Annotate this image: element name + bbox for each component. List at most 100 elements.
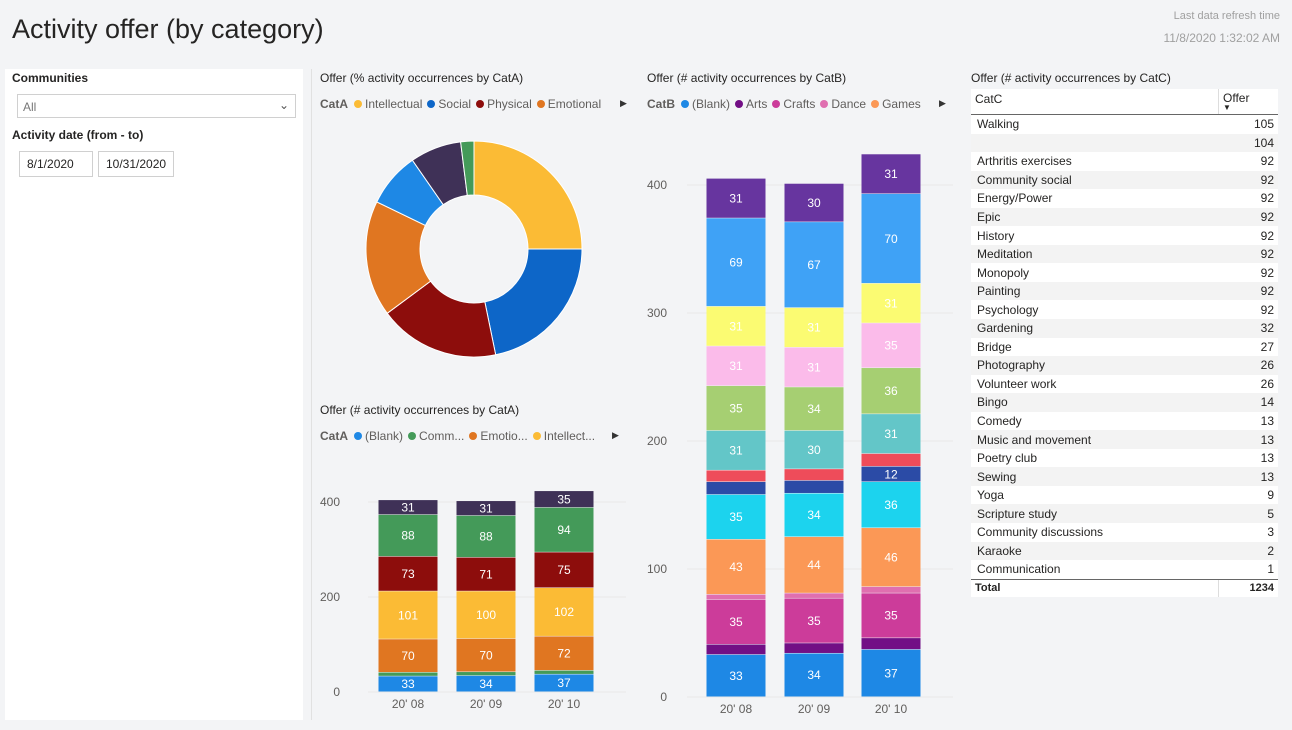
legend-item[interactable]: Crafts [772,97,815,111]
bar-segment[interactable] [534,507,594,552]
table-row[interactable]: Sewing 13 [971,467,1278,486]
bar-segment[interactable] [861,414,921,454]
bar-segment[interactable] [784,430,844,469]
legend-item[interactable]: (Blank) [354,429,403,443]
bar-segment[interactable] [378,676,438,692]
bar-segment[interactable] [456,672,516,676]
legend-item[interactable]: Comm... [408,429,464,443]
bar-segment[interactable] [706,430,766,470]
bar-segment[interactable] [784,183,844,222]
bar-segment[interactable] [861,193,921,284]
table-row[interactable]: Bingo 14 [971,393,1278,412]
table-row[interactable]: Yoga 9 [971,486,1278,505]
bar-segment[interactable] [706,594,766,600]
bar-segment[interactable] [706,346,766,386]
bar-segment[interactable] [784,469,844,481]
donut-slice[interactable] [473,140,583,250]
table-row[interactable]: Arthritis exercises 92 [971,152,1278,171]
legend-item[interactable]: Intellect... [532,429,595,443]
table-row[interactable]: Epic 92 [971,207,1278,227]
bar-segment[interactable] [706,644,766,655]
bar-segment[interactable] [456,638,516,672]
bar-segment[interactable] [456,675,516,692]
legend-item[interactable]: Arts [735,97,767,111]
table-row[interactable]: Gardening 32 [971,319,1278,338]
bar-segment[interactable] [456,591,516,639]
bar-segment[interactable] [784,347,844,387]
table-row[interactable]: Scripture study 5 [971,504,1278,524]
table-row[interactable]: Karaoke 2 [971,541,1278,561]
bar-segment[interactable] [456,515,516,558]
bar-segment[interactable] [378,514,438,557]
bar-segment[interactable] [861,528,921,587]
legend-item[interactable]: Physical [476,97,532,111]
legend-item[interactable]: Emotio... [469,429,528,443]
bar-segment[interactable] [706,539,766,595]
table-row[interactable]: Community social 92 [971,170,1278,190]
bar-segment[interactable] [784,222,844,308]
table-row[interactable]: Volunteer work 26 [971,375,1278,394]
bar-segment[interactable] [706,494,766,540]
bar-segment[interactable] [861,649,921,697]
table-row[interactable]: Painting 92 [971,281,1278,301]
bar-segment[interactable] [534,674,594,692]
bar-segment[interactable] [706,306,766,346]
column-header-catc[interactable]: CatC [971,89,1219,114]
table-row[interactable]: Communication 1 [971,560,1278,579]
table-row[interactable]: Poetry club 13 [971,449,1278,468]
bar-segment[interactable] [784,598,844,643]
bar-segment[interactable] [784,307,844,348]
legend-item[interactable]: Social [427,97,471,111]
bar-segment[interactable] [378,639,438,673]
legend-item[interactable]: (Blank) [681,97,730,111]
legend-next-icon[interactable]: ▶ [612,430,619,440]
bar-segment[interactable] [378,556,438,591]
bar-segment[interactable] [861,481,921,528]
bar-segment[interactable] [706,470,766,482]
column-header-offer[interactable]: Offer ▼ [1223,91,1250,112]
communities-dropdown[interactable]: All ⌄ [17,94,296,118]
bar-segment[interactable] [861,368,921,414]
bar-segment[interactable] [706,218,766,307]
table-row[interactable]: Bridge 27 [971,338,1278,357]
bar-segment[interactable] [861,466,921,482]
legend-item[interactable]: Dance [820,97,866,111]
legend-item[interactable]: Games [871,97,921,111]
bar-segment[interactable] [784,387,844,431]
table-row[interactable]: Community discussions 3 [971,523,1278,542]
donut-slice[interactable] [484,248,583,356]
bar-segment[interactable] [706,599,766,645]
bar-segment[interactable] [784,653,844,697]
bar-segment[interactable] [706,178,766,218]
table-row[interactable]: Walking 105 [971,115,1278,134]
bar-segment[interactable] [456,501,516,516]
table-row[interactable]: Comedy 13 [971,412,1278,431]
bar-segment[interactable] [861,283,921,323]
bar-segment[interactable] [784,537,844,593]
date-from-input[interactable]: 8/1/2020 [19,151,93,177]
bar-segment[interactable] [534,552,594,588]
legend-next-icon[interactable]: ▶ [620,98,627,108]
table-row[interactable]: Meditation 92 [971,244,1278,264]
legend-next-icon[interactable]: ▶ [939,98,946,108]
bar-segment[interactable] [784,593,844,598]
bar-segment[interactable] [534,670,594,674]
bar-segment[interactable] [861,638,921,650]
table-row[interactable]: Psychology 92 [971,300,1278,319]
bar-segment[interactable] [784,480,844,493]
bar-segment[interactable] [534,491,594,508]
table-row[interactable]: Music and movement 13 [971,430,1278,449]
legend-item[interactable]: Emotional [536,97,601,111]
bar-segment[interactable] [784,493,844,537]
bar-segment[interactable] [534,587,594,636]
bar-segment[interactable] [861,593,921,638]
legend-item[interactable]: Intellectual [354,97,422,111]
bar-segment[interactable] [861,154,921,194]
bar-segment[interactable] [861,453,921,467]
bar-segment[interactable] [706,385,766,431]
bar-segment[interactable] [706,481,766,495]
bar-segment[interactable] [378,591,438,639]
table-row[interactable]: Monopoly 92 [971,263,1278,282]
bar-segment[interactable] [861,586,921,593]
table-row[interactable]: History 92 [971,226,1278,245]
